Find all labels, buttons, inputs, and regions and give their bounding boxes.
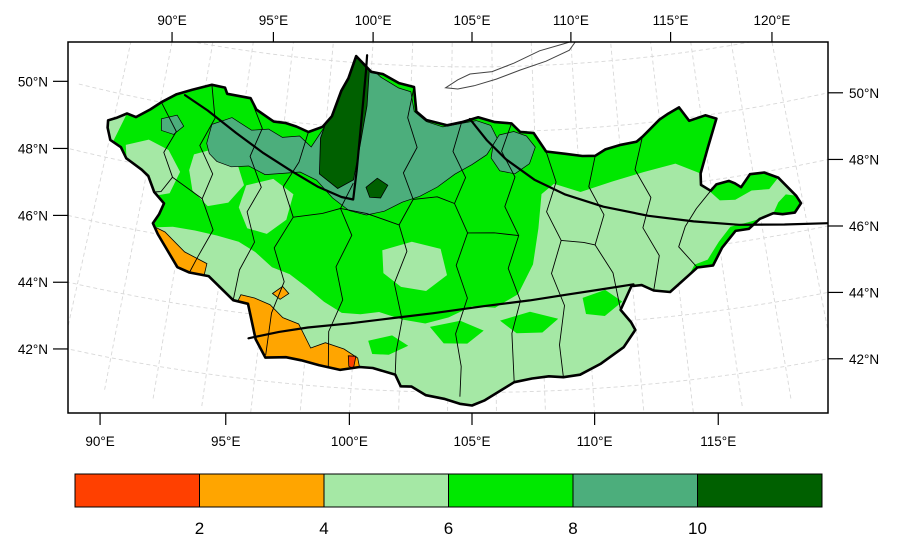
legend-swatch: [572, 473, 698, 508]
axis-tick-label: 48°N: [849, 152, 879, 167]
aimag-borders: [154, 84, 712, 397]
axis-tick-label: 44°N: [849, 285, 879, 300]
axis-tick-label: 110°E: [577, 434, 613, 449]
axis-tick-label: 46°N: [18, 208, 48, 223]
legend-tick-label: 4: [319, 519, 328, 538]
axis-tick-label: 105°E: [454, 13, 491, 28]
legend-swatch: [199, 473, 325, 508]
axis-tick-label: 44°N: [18, 275, 48, 290]
axis-right: 50°N 48°N 46°N 44°N 42°N: [828, 86, 879, 367]
country-border: [106, 54, 803, 407]
axis-tick-label: 42°N: [18, 342, 48, 357]
axis-tick-label: 95°E: [259, 13, 288, 28]
legend-colorbar: 2 4 6 8 10: [74, 473, 823, 538]
axis-tick-label: 90°E: [157, 13, 186, 28]
legend-swatch: [697, 473, 823, 508]
axis-tick-label: 48°N: [18, 141, 48, 156]
axis-tick-label: 120°E: [753, 13, 790, 28]
legend-swatch: [323, 473, 449, 508]
axis-tick-label: 105°E: [454, 434, 491, 449]
axis-tick-label: 42°N: [849, 352, 879, 367]
axis-tick-label: 46°N: [849, 219, 879, 234]
class-fills: [113, 56, 801, 371]
axis-tick-label: 95°E: [211, 434, 240, 449]
legend-tick-label: 10: [688, 519, 707, 538]
axis-tick-label: 50°N: [18, 74, 48, 89]
axis-top: 90°E 95°E 100°E 105°E 110°E 115°E 120°E: [157, 13, 790, 42]
axis-tick-label: 100°E: [331, 434, 368, 449]
axis-tick-label: 115°E: [653, 13, 689, 28]
axis-tick-label: 90°E: [85, 434, 114, 449]
axis-tick-label: 100°E: [355, 13, 392, 28]
lake-baikal-outline: [444, 42, 576, 90]
axis-tick-label: 50°N: [849, 86, 879, 101]
legend-tick-label: 2: [195, 519, 204, 538]
map-frame: [67, 41, 829, 414]
axis-tick-label: 115°E: [700, 434, 736, 449]
axis-left: 50°N 48°N 46°N 44°N 42°N: [18, 74, 68, 357]
legend-tick-label: 6: [444, 519, 453, 538]
axis-tick-label: 110°E: [553, 13, 589, 28]
legend-swatch: [448, 473, 574, 508]
legend-tick-label: 8: [568, 519, 577, 538]
legend-swatch: [74, 473, 200, 508]
axis-bottom: 90°E 95°E 100°E 105°E 110°E 115°E: [85, 413, 736, 449]
